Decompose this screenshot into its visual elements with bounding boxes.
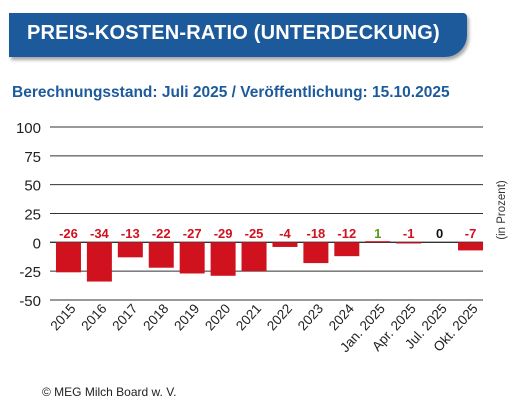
bar: [179, 242, 205, 274]
bar: [148, 242, 174, 268]
source-credit: © MEG Milch Board w. V.: [42, 385, 177, 399]
x-tick-label: 2017: [109, 301, 140, 333]
x-tick-label: 2015: [47, 301, 78, 333]
data-label: -1: [403, 226, 415, 241]
y-tick-label: 100: [16, 120, 41, 137]
data-label: -25: [245, 226, 264, 241]
y-tick-label: 50: [24, 178, 41, 195]
bar: [241, 242, 267, 272]
y-tick-label: 0: [33, 235, 41, 252]
bar: [117, 242, 143, 258]
y-tick-label: -50: [19, 293, 41, 310]
data-label: -7: [465, 226, 477, 241]
bar: [86, 242, 112, 282]
y-tick-label: 25: [24, 207, 41, 224]
data-label: -18: [306, 226, 325, 241]
y-tick-label: 75: [24, 149, 41, 166]
data-label: -26: [59, 226, 78, 241]
x-tick-label: 2020: [202, 301, 233, 333]
x-tick-label: 2016: [78, 301, 109, 333]
page-subtitle: Berechnungsstand: Juli 2025 / Veröffentl…: [12, 84, 450, 101]
y-tick-label: -25: [19, 264, 41, 281]
x-tick-label: 2023: [295, 301, 326, 333]
bar: [365, 241, 391, 243]
title-banner: PREIS-KOSTEN-RATIO (UNTERDECKUNG): [9, 13, 467, 57]
data-label: 1: [374, 226, 381, 241]
data-label: -27: [183, 226, 202, 241]
data-label: -13: [121, 226, 140, 241]
bar: [334, 242, 360, 257]
x-tick-label: 2022: [264, 301, 295, 333]
bar: [210, 242, 236, 276]
x-tick-label: 2018: [140, 301, 171, 333]
bar-chart: 100 75 50 25 0 -25 -50 -26 2015 -34 2016 -13 2017 -22…: [16, 120, 508, 355]
data-label: -29: [214, 226, 233, 241]
data-label: -22: [152, 226, 171, 241]
x-tick-label: 2019: [171, 301, 202, 333]
data-label: 0: [436, 226, 443, 241]
data-label: -4: [279, 226, 291, 241]
x-tick-label: 2021: [233, 301, 264, 333]
bar: [396, 242, 422, 244]
data-label: -12: [337, 226, 356, 241]
y-axis-label: (in Prozent): [496, 180, 508, 240]
page-title: PREIS-KOSTEN-RATIO (UNTERDECKUNG): [27, 22, 440, 44]
bar: [303, 242, 329, 264]
bar: [458, 242, 484, 251]
bar: [55, 242, 81, 273]
bar: [272, 242, 298, 247]
data-label: -34: [90, 226, 110, 241]
